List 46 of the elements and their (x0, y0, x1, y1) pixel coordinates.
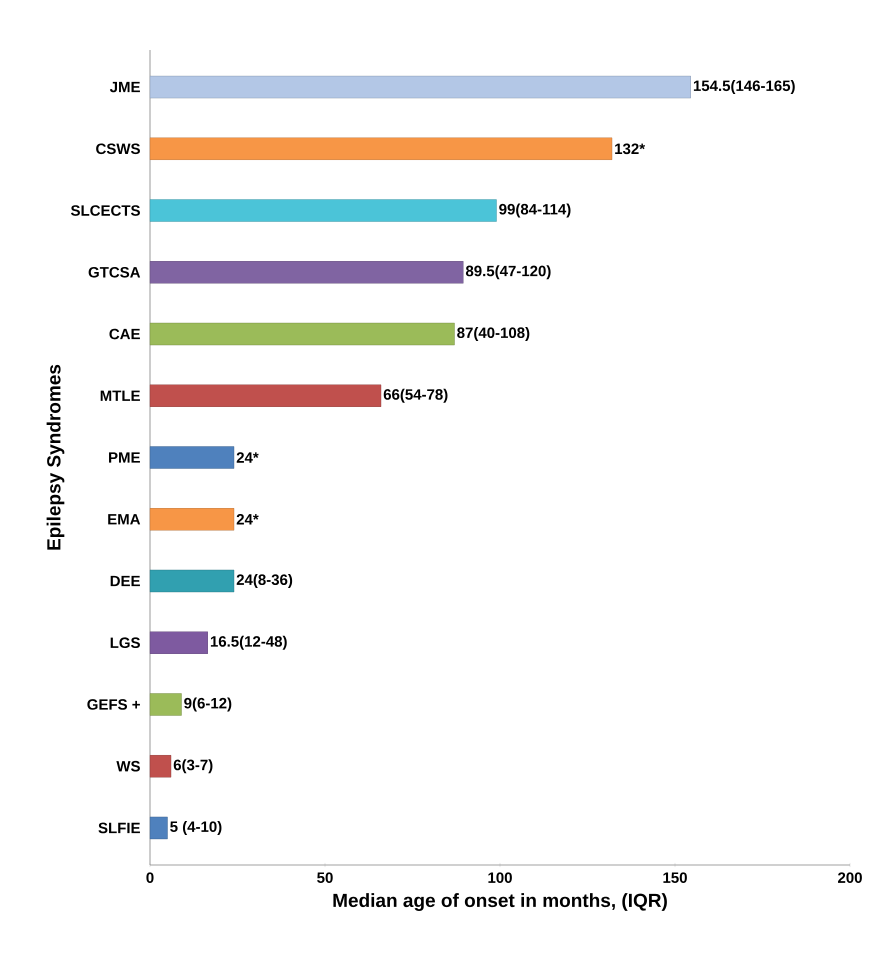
y-tick-label: GTCSA (88, 266, 140, 278)
y-tick-label: PME (109, 452, 140, 463)
data-label: 5 (4-10) (170, 820, 222, 835)
bar (150, 446, 234, 469)
y-tick-label: JME (110, 82, 140, 92)
data-label: 24* (236, 514, 259, 524)
bar (150, 261, 464, 284)
x-tick-label: 0 (146, 872, 154, 883)
data-label: 9(6-12) (184, 697, 232, 712)
bar (150, 570, 234, 592)
x-axis-title: Median age of onset in months, (IQR) (333, 893, 667, 911)
data-label: 154.5(146-165) (694, 80, 795, 94)
bar (150, 816, 168, 840)
y-tick-label: MTLE (100, 390, 140, 401)
y-tick-label: CAE (109, 328, 140, 340)
bar (150, 199, 497, 222)
data-label: 87(40-108) (457, 327, 530, 342)
bar (150, 76, 691, 98)
y-tick-label: EMA (108, 514, 140, 524)
bar (150, 632, 208, 654)
y-tick-label: WS (116, 760, 140, 772)
data-label: 24(8-36) (236, 574, 292, 588)
x-tick-label: 50 (317, 872, 333, 883)
data-label: 24* (236, 452, 259, 463)
y-tick-label: SLCECTS (70, 205, 140, 216)
bar (150, 508, 234, 530)
x-tick-label: 100 (488, 872, 512, 883)
y-tick-label: CSWS (96, 143, 140, 154)
bar (150, 693, 182, 716)
data-label: 99(84-114) (499, 204, 570, 218)
y-axis-title: Epilepsy Syndromes (46, 364, 64, 550)
bar (150, 755, 172, 778)
data-label: 16.5(12-48) (210, 636, 287, 650)
x-tick-label: 150 (663, 872, 687, 883)
y-tick-label: DEE (110, 576, 140, 586)
bar (150, 138, 612, 160)
y-tick-label: LGS (110, 637, 140, 648)
x-tick-label: 200 (838, 872, 862, 883)
data-label: 6(3-7) (174, 759, 212, 774)
bar (150, 322, 455, 346)
bar (150, 384, 382, 407)
data-label: 89.5(47-120) (466, 265, 551, 280)
y-tick-label: GEFS + (87, 699, 140, 710)
data-label: 66(54-78) (384, 388, 448, 403)
y-tick-label: SLFIE (98, 822, 140, 834)
data-label: 132* (615, 143, 646, 154)
